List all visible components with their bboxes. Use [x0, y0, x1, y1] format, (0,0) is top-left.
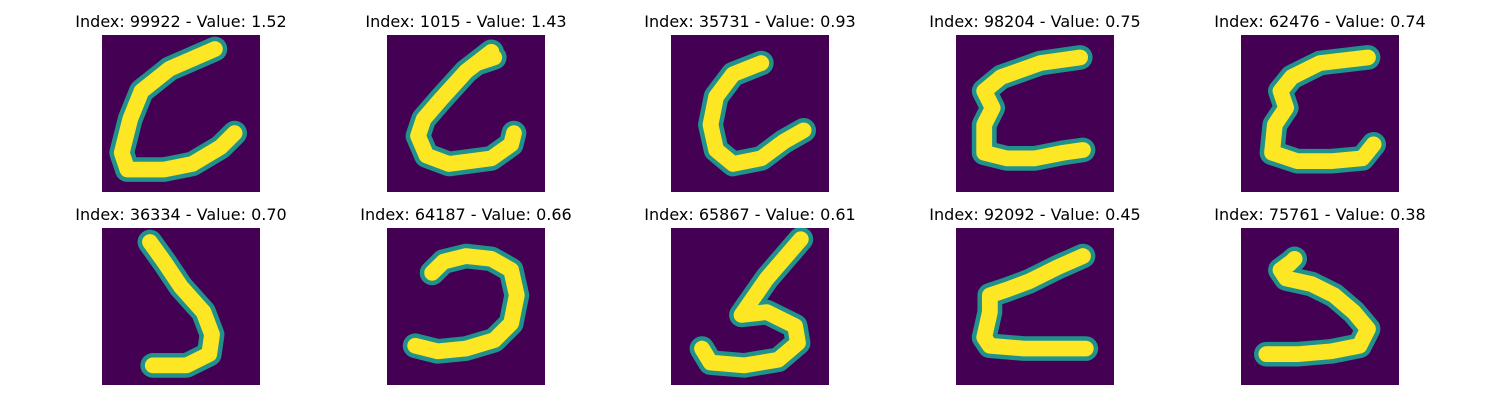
digit-raster: [1241, 228, 1399, 385]
panel-title: Index: 92092 - Value: 0.45: [929, 205, 1141, 224]
digit-stroke: [407, 248, 525, 360]
panel-title: Index: 35731 - Value: 0.93: [644, 12, 856, 31]
digit-raster: [102, 35, 260, 192]
digit-stroke: [142, 234, 220, 374]
digit-image: [387, 35, 545, 192]
digit-raster: [102, 228, 260, 385]
panel-title: Index: 1015 - Value: 1.43: [365, 12, 567, 31]
digit-image: [387, 228, 545, 385]
digit-stroke: [1264, 49, 1382, 170]
digit-raster: [1241, 35, 1399, 192]
digit-raster: [387, 228, 545, 385]
digit-image: [1241, 35, 1399, 192]
digit-image: [671, 35, 829, 192]
digit-raster: [671, 35, 829, 192]
digit-image: [956, 35, 1114, 192]
digit-stroke: [113, 41, 243, 178]
panel-title: Index: 75761 - Value: 0.38: [1214, 205, 1426, 224]
digit-image: [1241, 228, 1399, 385]
digit-raster: [956, 228, 1114, 385]
digit-raster: [671, 228, 829, 385]
digit-stroke: [410, 43, 522, 172]
panel-title: Index: 98204 - Value: 0.75: [929, 12, 1141, 31]
panel-title: Index: 64187 - Value: 0.66: [360, 205, 572, 224]
digit-stroke: [702, 55, 812, 172]
panel-title: Index: 65867 - Value: 0.61: [644, 205, 856, 224]
digit-image: [956, 228, 1114, 385]
digit-image: [671, 228, 829, 385]
digit-raster: [956, 35, 1114, 192]
digit-raster: [387, 35, 545, 192]
digit-stroke: [694, 231, 809, 374]
digit-stroke: [1258, 250, 1376, 363]
digit-image: [102, 228, 260, 385]
panel-title: Index: 36334 - Value: 0.70: [75, 205, 287, 224]
panel-title: Index: 62476 - Value: 0.74: [1214, 12, 1426, 31]
digit-image: [102, 35, 260, 192]
panel-title: Index: 99922 - Value: 1.52: [75, 12, 287, 31]
digit-stroke: [976, 248, 1094, 357]
digit-stroke: [976, 49, 1091, 167]
